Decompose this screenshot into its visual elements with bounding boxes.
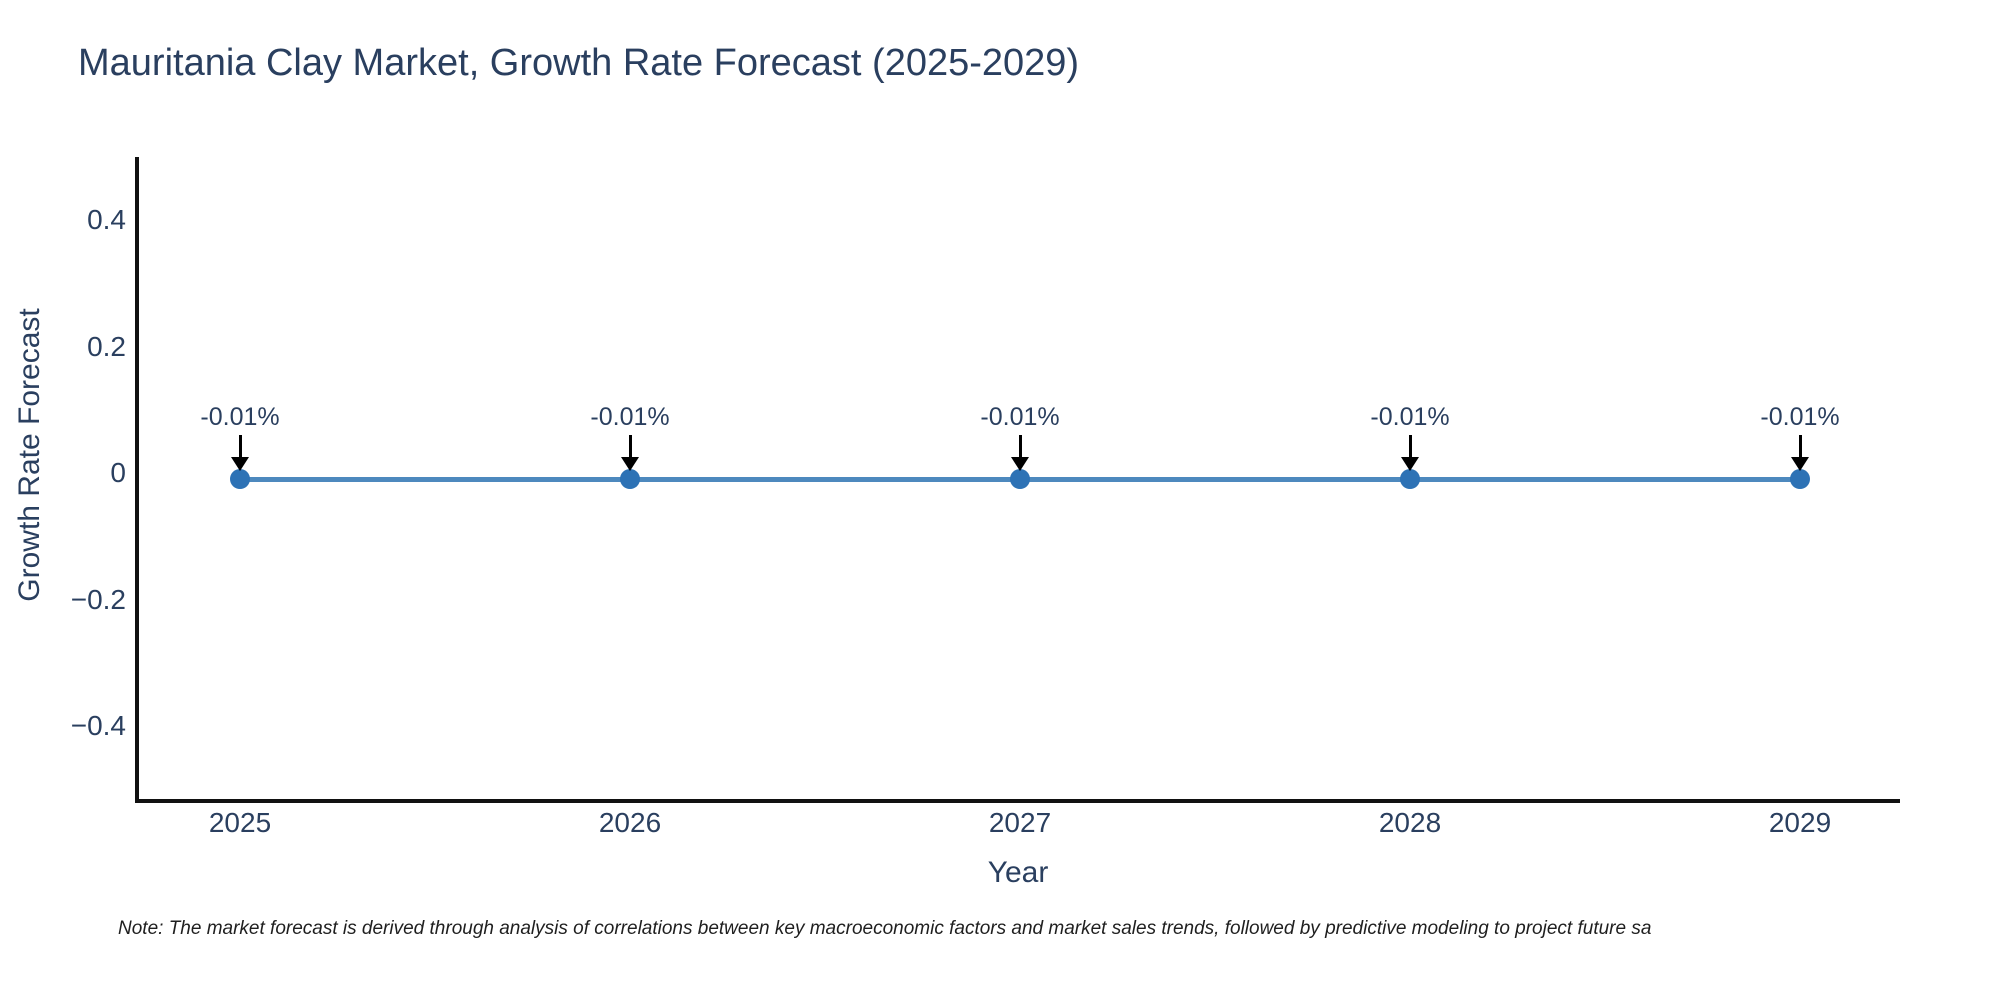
x-tick-label: 2026 bbox=[598, 807, 662, 838]
annotation-arrowhead-icon bbox=[621, 457, 639, 472]
footnote: Note: The market forecast is derived thr… bbox=[118, 918, 1652, 939]
annotation-arrow bbox=[628, 435, 632, 460]
x-axis-line bbox=[135, 799, 1900, 803]
annotation-label: -0.01% bbox=[1370, 403, 1450, 432]
annotation-arrow bbox=[1408, 435, 1412, 460]
x-tick-label: 2028 bbox=[1378, 807, 1442, 838]
data-point-marker bbox=[620, 469, 640, 490]
data-point-marker bbox=[1400, 469, 1420, 490]
annotation-arrowhead-icon bbox=[1401, 457, 1419, 472]
x-tick-label: 2027 bbox=[988, 807, 1052, 838]
y-axis-line bbox=[135, 157, 139, 803]
y-tick-label: −0.4 bbox=[70, 710, 126, 741]
chart-title: Mauritania Clay Market, Growth Rate Fore… bbox=[78, 42, 1080, 84]
y-tick-label: 0 bbox=[110, 457, 126, 488]
data-point-marker bbox=[1010, 469, 1030, 490]
x-tick-label: 2029 bbox=[1768, 807, 1832, 838]
y-tick-label: −0.2 bbox=[70, 583, 126, 615]
data-point-marker bbox=[1790, 469, 1810, 490]
x-axis-title: Year bbox=[987, 856, 1049, 889]
data-point-marker bbox=[230, 469, 250, 490]
annotation-label: -0.01% bbox=[1760, 403, 1840, 432]
y-tick-label: 0.4 bbox=[87, 204, 126, 235]
y-tick-label: 0.2 bbox=[87, 330, 126, 362]
annotation-label: -0.01% bbox=[590, 403, 670, 432]
annotation-label: -0.01% bbox=[200, 403, 280, 432]
annotation-arrow bbox=[1018, 435, 1022, 460]
y-axis-title: Growth Rate Forecast bbox=[13, 308, 46, 602]
x-tick-label: 2025 bbox=[208, 807, 272, 838]
annotation-label: -0.01% bbox=[980, 403, 1060, 432]
annotation-arrow bbox=[238, 435, 242, 460]
annotation-arrow bbox=[1798, 435, 1802, 460]
annotation-arrowhead-icon bbox=[1791, 457, 1809, 472]
annotation-arrowhead-icon bbox=[231, 457, 249, 472]
annotation-arrowhead-icon bbox=[1011, 457, 1029, 472]
